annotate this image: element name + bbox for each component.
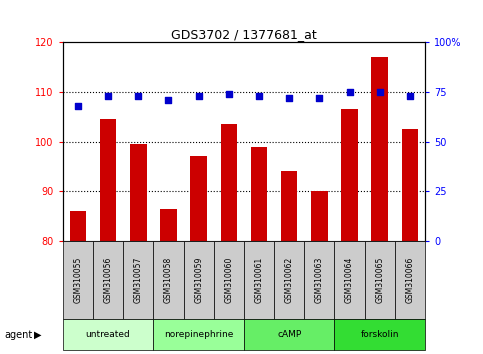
Text: GSM310063: GSM310063	[315, 256, 324, 303]
Bar	[304, 241, 334, 319]
Bar	[123, 241, 154, 319]
Text: GSM310055: GSM310055	[73, 256, 83, 303]
Text: untreated: untreated	[85, 330, 130, 339]
Bar	[70, 211, 86, 241]
Bar	[63, 319, 154, 350]
Text: agent: agent	[5, 330, 33, 339]
Text: forskolin: forskolin	[360, 330, 399, 339]
Point	[104, 93, 112, 99]
Point	[74, 103, 82, 109]
Point	[134, 93, 142, 99]
Bar	[184, 241, 213, 319]
Point	[406, 93, 414, 99]
Text: GSM310062: GSM310062	[284, 257, 294, 303]
Bar	[100, 119, 116, 241]
Bar	[221, 124, 237, 241]
Title: GDS3702 / 1377681_at: GDS3702 / 1377681_at	[171, 28, 317, 41]
Bar	[274, 241, 304, 319]
Bar	[334, 241, 365, 319]
Bar	[130, 144, 146, 241]
Text: GSM310066: GSM310066	[405, 256, 414, 303]
Bar	[251, 147, 267, 241]
Point	[195, 93, 202, 99]
Point	[376, 89, 384, 95]
Text: cAMP: cAMP	[277, 330, 301, 339]
Point	[225, 91, 233, 97]
Text: GSM310059: GSM310059	[194, 256, 203, 303]
Text: GSM310065: GSM310065	[375, 256, 384, 303]
Bar	[341, 109, 358, 241]
Bar	[311, 191, 327, 241]
Bar	[160, 209, 177, 241]
Text: GSM310064: GSM310064	[345, 256, 354, 303]
Bar	[371, 57, 388, 241]
Text: GSM310056: GSM310056	[103, 256, 113, 303]
Point	[255, 93, 263, 99]
Text: GSM310058: GSM310058	[164, 257, 173, 303]
Point	[285, 95, 293, 101]
Bar	[281, 171, 298, 241]
Bar	[154, 241, 184, 319]
Bar	[402, 129, 418, 241]
Bar	[190, 156, 207, 241]
Bar	[93, 241, 123, 319]
Point	[346, 89, 354, 95]
Text: GSM310060: GSM310060	[224, 256, 233, 303]
Point	[165, 97, 172, 103]
Bar	[63, 241, 93, 319]
Bar	[154, 319, 244, 350]
Point	[315, 95, 323, 101]
Bar	[365, 241, 395, 319]
Text: norepinephrine: norepinephrine	[164, 330, 233, 339]
Bar	[395, 241, 425, 319]
Text: ▶: ▶	[34, 330, 42, 339]
Bar	[244, 319, 334, 350]
Bar	[213, 241, 244, 319]
Text: GSM310057: GSM310057	[134, 256, 143, 303]
Text: GSM310061: GSM310061	[255, 257, 264, 303]
Bar	[334, 319, 425, 350]
Bar	[244, 241, 274, 319]
